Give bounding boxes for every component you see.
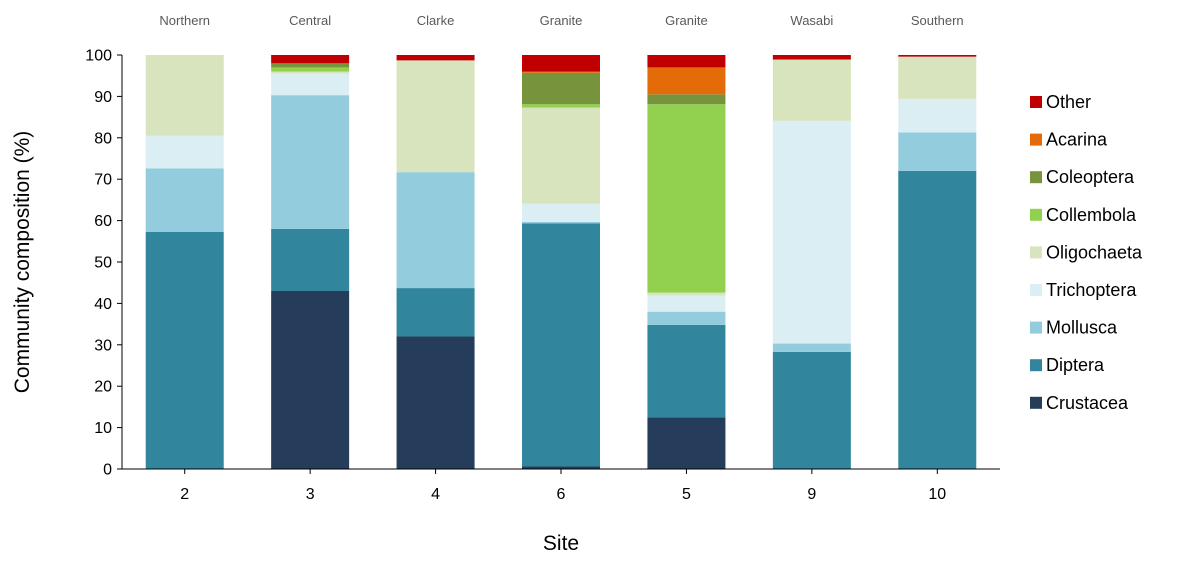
x-tick-label: 5 xyxy=(682,486,691,503)
bar-segment-other xyxy=(898,55,977,57)
x-tick-label: 6 xyxy=(557,486,566,503)
x-tick-label: 3 xyxy=(306,486,315,503)
bar-segment-diptera xyxy=(647,324,726,418)
bar-segment-other xyxy=(772,55,851,60)
site-name-label: Northern xyxy=(159,13,210,28)
bar-segment-diptera xyxy=(396,288,475,337)
legend-label-crustacea: Crustacea xyxy=(1046,393,1129,413)
bar-segment-oligochaeta xyxy=(772,59,851,121)
bar-segment-diptera xyxy=(898,170,977,470)
site-name-label: Granite xyxy=(540,13,583,28)
legend-swatch-mollusca xyxy=(1030,321,1042,334)
bar-segment-mollusca xyxy=(772,343,851,352)
legend-swatch-diptera xyxy=(1030,359,1042,372)
bar-segment-mollusca xyxy=(145,168,224,232)
bar-segment-acarina xyxy=(522,71,600,73)
bar-segment-mollusca xyxy=(647,311,726,325)
bar-segment-diptera xyxy=(772,351,851,469)
bar-segment-diptera xyxy=(145,231,224,469)
site-name-label: Granite xyxy=(665,13,708,28)
bar-segment-trichoptera xyxy=(772,120,851,344)
legend: Other Acarina Coleoptera Collembola Oligocha… xyxy=(1030,92,1143,413)
legend-swatch-other xyxy=(1030,96,1042,108)
legend-label-collembola: Collembola xyxy=(1046,205,1137,225)
bar-segment-mollusca xyxy=(898,132,977,171)
bar-segment-other xyxy=(271,55,350,64)
y-tick-label: 60 xyxy=(94,213,112,230)
bar-segment-oligochaeta xyxy=(396,60,475,173)
bar-segment-oligochaeta xyxy=(647,292,726,296)
bar-segment-trichoptera xyxy=(898,98,977,133)
x-tick-label: 2 xyxy=(180,486,189,503)
bar-segment-acarina xyxy=(647,67,726,95)
y-tick-label: 50 xyxy=(94,255,112,272)
legend-swatch-acarina xyxy=(1030,133,1042,146)
axes-layer xyxy=(117,54,1000,474)
bar-segment-mollusca xyxy=(522,221,600,224)
legend-label-mollusca: Mollusca xyxy=(1046,318,1118,338)
bar-segment-mollusca xyxy=(396,172,475,289)
legend-swatch-collembola xyxy=(1030,208,1042,221)
bar-segment-trichoptera xyxy=(522,203,600,222)
bar-segment-other xyxy=(647,55,726,68)
bar-segment-crustacea xyxy=(271,290,350,469)
site-name-label: Southern xyxy=(911,13,964,28)
bar-segment-oligochaeta xyxy=(271,71,350,74)
bar-segment-other xyxy=(396,55,475,61)
site-name-label: Clarke xyxy=(417,13,455,28)
legend-label-coleoptera: Coleoptera xyxy=(1046,167,1135,187)
y-axis-title: Community composition (%) xyxy=(11,131,34,394)
bar-segment-other xyxy=(522,55,600,72)
x-tick-label: 9 xyxy=(807,486,816,503)
y-tick-label: 30 xyxy=(94,337,112,354)
bar-segment-oligochaeta xyxy=(145,55,224,136)
legend-swatch-trichoptera xyxy=(1030,284,1042,296)
labels-layer: 2 Northern 3 Central 4 Clarke 6 Granite 5 Granite… xyxy=(85,13,963,503)
y-tick-label: 0 xyxy=(103,462,112,479)
bar-segment-oligochaeta xyxy=(898,56,977,99)
x-tick-label: 10 xyxy=(928,486,946,503)
bar-segment-crustacea xyxy=(396,336,475,469)
bar-segment-trichoptera xyxy=(145,135,224,169)
bar-segment-coleoptera xyxy=(647,94,726,105)
legend-swatch-coleoptera xyxy=(1030,171,1042,184)
bar-segment-trichoptera xyxy=(271,73,350,96)
bar-segment-collembola xyxy=(522,104,600,108)
legend-label-oligochaeta: Oligochaeta xyxy=(1046,242,1143,262)
y-tick-label: 20 xyxy=(94,379,112,396)
bar-segment-coleoptera xyxy=(522,72,600,105)
bar-segment-diptera xyxy=(522,223,600,467)
y-tick-label: 70 xyxy=(94,172,112,189)
bar-segment-crustacea xyxy=(647,417,726,469)
legend-label-acarina: Acarina xyxy=(1046,130,1108,150)
bar-segment-crustacea xyxy=(522,466,600,469)
y-tick-label: 10 xyxy=(94,420,112,437)
bars-layer xyxy=(145,55,977,470)
legend-swatch-crustacea xyxy=(1030,396,1042,409)
y-tick-label: 90 xyxy=(94,89,112,106)
y-tick-label: 80 xyxy=(94,130,112,147)
bar-segment-coleoptera xyxy=(271,63,350,68)
legend-swatch-oligochaeta xyxy=(1030,246,1042,259)
bar-segment-oligochaeta xyxy=(522,107,600,204)
site-name-label: Wasabi xyxy=(790,13,833,28)
x-axis-title: Site xyxy=(543,532,579,555)
y-tick-label: 40 xyxy=(94,296,112,313)
legend-label-trichoptera: Trichoptera xyxy=(1046,280,1137,300)
y-tick-label: 100 xyxy=(85,48,112,65)
bar-segment-mollusca xyxy=(271,95,350,229)
legend-label-diptera: Diptera xyxy=(1046,355,1105,375)
legend-label-other: Other xyxy=(1046,92,1091,112)
bar-segment-collembola xyxy=(271,67,350,72)
bar-segment-trichoptera xyxy=(647,295,726,312)
x-tick-label: 4 xyxy=(431,486,440,503)
bar-segment-collembola xyxy=(647,104,726,293)
site-name-label: Central xyxy=(289,13,331,28)
bar-segment-diptera xyxy=(271,228,350,291)
